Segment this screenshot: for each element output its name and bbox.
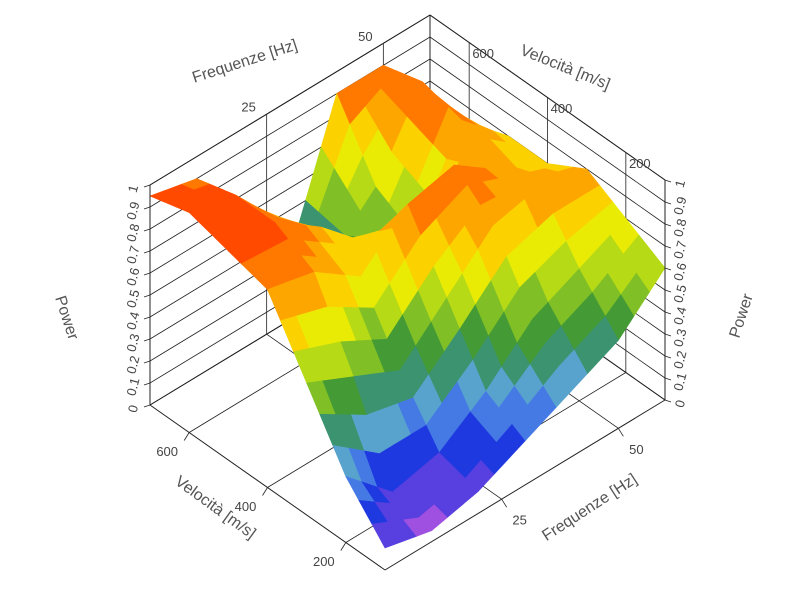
x-tick-label: 25: [241, 100, 255, 115]
z-tick: [664, 179, 672, 183]
z-tick: [664, 245, 672, 249]
x-tick-label: 50: [629, 442, 643, 457]
box-edge: [149, 14, 431, 186]
z-tick-label: 0.5: [670, 283, 689, 304]
z-tick-label: 0.1: [670, 371, 689, 392]
y-tick: [183, 432, 190, 441]
x-tick-label: 50: [358, 29, 372, 44]
z-tick-label: 0.9: [670, 195, 689, 216]
z-tick-label: 0: [672, 398, 688, 409]
y-tick-label: 200: [313, 554, 335, 569]
z-tick: [664, 333, 672, 337]
z-tick: [143, 338, 151, 342]
z-tick-label: 0.6: [123, 266, 142, 287]
z-tick-label: 0.1: [123, 376, 142, 397]
z-tick: [143, 184, 151, 188]
z-tick: [143, 272, 151, 276]
z-tick: [664, 267, 672, 271]
z-tick-label: 0.2: [670, 349, 689, 370]
z-tick: [143, 316, 151, 320]
x-tick-label: 25: [512, 513, 526, 528]
z-tick: [664, 399, 672, 403]
z-tick: [143, 360, 151, 364]
z-tick: [143, 382, 151, 386]
z-tick: [143, 250, 151, 254]
z-tick-label: 0.7: [670, 239, 689, 260]
z-tick-label: 0.8: [123, 222, 142, 243]
z-tick: [664, 311, 672, 315]
z-tick: [664, 289, 672, 293]
x-axis-title: Frequenze [Hz]: [539, 471, 640, 545]
y-tick: [340, 542, 347, 551]
z-tick: [664, 355, 672, 359]
z-axis-title: Power: [51, 294, 81, 343]
x-axis-title: Frequenze [Hz]: [190, 37, 299, 87]
surface: [149, 64, 666, 549]
y-tick-label: 600: [472, 46, 494, 61]
y-tick: [262, 487, 268, 496]
z-tick-label: 1: [125, 183, 141, 194]
z-tick: [143, 206, 151, 210]
z-tick: [664, 377, 672, 381]
y-axis-title: Velocità [m/s]: [518, 42, 613, 93]
z-tick: [664, 223, 672, 227]
z-tick: [143, 404, 151, 408]
z-tick-label: 0.4: [670, 305, 689, 326]
z-axis-title: Power: [727, 291, 757, 340]
z-tick-label: 0.5: [123, 288, 142, 309]
z-tick-label: 0.8: [670, 217, 689, 238]
box-edge: [429, 14, 666, 181]
z-tick-label: 0.7: [123, 244, 142, 265]
z-tick-label: 0.6: [670, 261, 689, 282]
z-tick: [143, 228, 151, 232]
z-tick-label: 0.9: [123, 200, 142, 221]
z-tick-label: 0.3: [670, 327, 689, 348]
z-tick: [664, 201, 672, 205]
x-tick: [501, 498, 508, 508]
z-tick-label: 0: [125, 403, 141, 414]
z-tick-label: 0.4: [123, 310, 142, 331]
z-tick-label: 0.2: [123, 354, 142, 375]
y-tick-label: 600: [156, 444, 178, 459]
z-tick: [143, 294, 151, 298]
x-tick: [617, 428, 624, 437]
y-tick-label: 400: [551, 101, 573, 116]
z-tick-label: 1: [672, 178, 688, 189]
surface-patch: [371, 521, 402, 549]
z-tick-label: 0.3: [123, 332, 142, 353]
y-tick-label: 200: [629, 156, 651, 171]
y-tick-label: 400: [235, 499, 257, 514]
